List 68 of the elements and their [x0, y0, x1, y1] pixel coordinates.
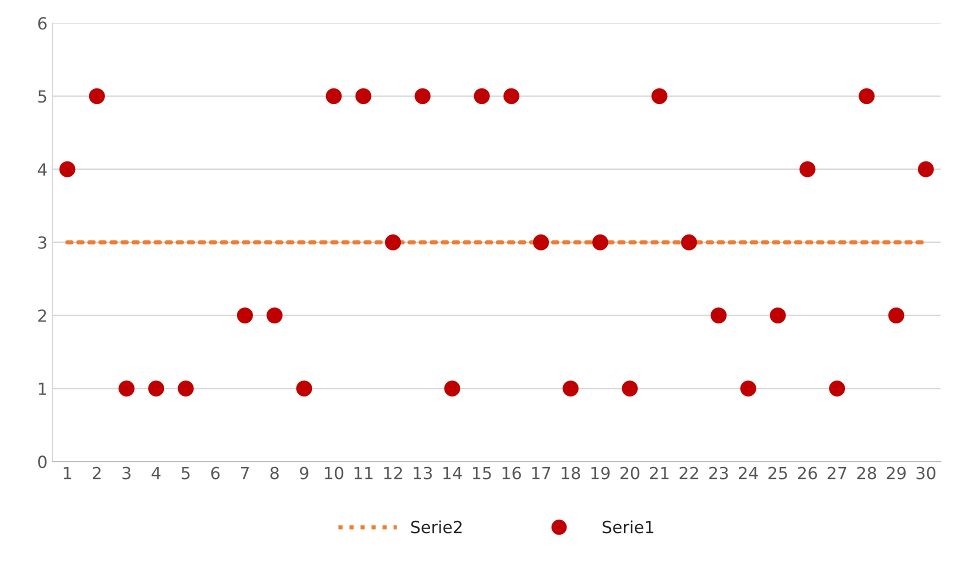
y-tick-label: 4	[38, 163, 47, 176]
point	[651, 88, 668, 104]
point	[266, 307, 283, 324]
x-tick-label: 3	[122, 466, 131, 480]
x-tick-label: 10	[325, 466, 344, 480]
x-tick-label: 12	[384, 466, 402, 480]
y-tick-label: 6	[38, 17, 47, 30]
y-tick-label: 1	[38, 382, 46, 395]
x-tick-label: 4	[152, 466, 161, 480]
legend-label: Serie1	[602, 520, 654, 534]
x-tick-label: 22	[680, 466, 698, 480]
x-tick-label: 29	[886, 466, 906, 480]
x-tick-label: 26	[798, 466, 818, 480]
point	[385, 234, 401, 250]
point	[444, 380, 460, 396]
x-tick-label: 18	[562, 466, 580, 480]
point	[799, 161, 816, 178]
x-tick-label: 2	[92, 466, 101, 480]
point	[474, 88, 490, 104]
point	[148, 380, 164, 396]
point	[236, 307, 253, 324]
x-tick-label: 25	[768, 466, 787, 480]
x-tick-label: 23	[709, 466, 728, 480]
point	[296, 380, 312, 396]
x-tick-label: 13	[414, 466, 432, 480]
point	[710, 307, 727, 324]
point	[503, 88, 520, 104]
x-tick-label: 27	[828, 466, 846, 480]
point	[88, 88, 105, 104]
point	[740, 380, 756, 396]
y-tick-label: 2	[38, 309, 46, 322]
x-tick-label: 8	[270, 466, 279, 480]
point	[178, 380, 194, 396]
x-tick-label: 21	[650, 466, 668, 480]
x-tick-label: 6	[211, 466, 220, 480]
x-tick-label: 19	[591, 466, 610, 480]
x-tick-label: 15	[473, 466, 491, 480]
point	[888, 307, 904, 324]
x-tick-label: 9	[300, 466, 308, 480]
point	[622, 380, 638, 396]
point	[592, 234, 608, 250]
point	[829, 380, 846, 396]
x-tick-label: 11	[354, 466, 372, 480]
x-tick-label: 16	[502, 466, 521, 480]
point	[681, 234, 698, 250]
x-tick-label: 5	[182, 466, 190, 480]
point	[533, 234, 549, 250]
y-tick-label: 5	[38, 90, 46, 103]
point	[858, 88, 875, 104]
point	[562, 380, 579, 396]
point	[414, 88, 431, 104]
point	[118, 380, 135, 396]
x-tick-label: 24	[738, 466, 758, 480]
x-tick-label: 7	[241, 466, 249, 480]
x-tick-label: 17	[532, 466, 550, 480]
point	[355, 88, 372, 104]
x-tick-label: 20	[620, 466, 640, 480]
point	[918, 161, 934, 178]
y-tick-label: 3	[38, 236, 46, 249]
x-tick-label: 28	[857, 466, 876, 480]
x-tick-label: 30	[916, 466, 936, 480]
x-tick-label: 1	[64, 466, 72, 480]
point	[59, 161, 76, 178]
y-tick-label: 0	[38, 456, 47, 468]
point	[326, 88, 342, 104]
legend-label: Serie2	[411, 520, 462, 534]
point	[770, 307, 786, 324]
x-tick-label: 14	[443, 466, 462, 480]
